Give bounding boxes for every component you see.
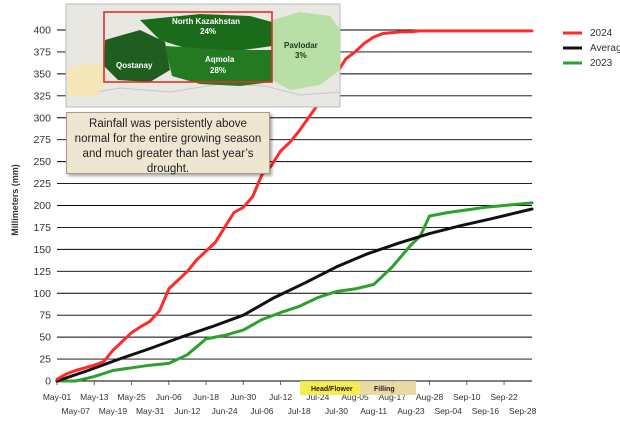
y-tick-label: 0 <box>45 376 51 388</box>
y-axis-label: Millimeters (mm) <box>10 164 20 236</box>
x-tick-label: May-25 <box>117 392 146 402</box>
legend-item-2024: 2024 <box>563 28 613 39</box>
series-line-2024 <box>55 29 534 381</box>
rainfall-note: Rainfall was persistently above normal f… <box>66 112 270 175</box>
x-tick-label: Jun-06 <box>156 392 182 402</box>
x-tick-label: Jul-30 <box>325 406 348 416</box>
x-tick-label: Jul-18 <box>288 406 311 416</box>
y-tick-label: 175 <box>33 222 51 234</box>
series-line-average <box>55 207 534 383</box>
x-tick-label: Sep-22 <box>490 392 518 402</box>
legend-item-2023: 2023 <box>563 58 613 69</box>
map-north-kazakhstan-region <box>140 14 272 52</box>
x-tick-label: Jul-24 <box>306 392 329 402</box>
x-tick-label: Jun-18 <box>193 392 219 402</box>
legend-label-average: Average <box>590 43 620 54</box>
x-tick-label: May-19 <box>99 406 128 416</box>
y-tick-label: 75 <box>39 310 51 322</box>
map-label-aqmola-pct: 28% <box>210 66 226 75</box>
x-tick-label: Jul-12 <box>269 392 292 402</box>
x-tick-label: May-13 <box>80 392 109 402</box>
stage-head-flower-band <box>300 381 360 395</box>
x-tick-label: Sep-04 <box>434 406 462 416</box>
y-tick-label: 375 <box>33 46 51 58</box>
x-tick-label: Sep-28 <box>509 406 537 416</box>
y-tick-label: 200 <box>33 200 51 212</box>
stage-filling-label: Filling <box>374 386 395 393</box>
x-tick-label: Aug-28 <box>416 392 444 402</box>
inset-map: North Kazakhstan 24% Qostanay Aqmola 28%… <box>65 3 341 108</box>
x-axis-ticks: May-01 May-13 May-25 Jun-06 Jun-18 Jun-30 Jul-… <box>43 381 537 416</box>
x-tick-label: Aug-11 <box>360 406 387 416</box>
map-pavlodar-region <box>272 12 340 90</box>
map-label-north-kazakhstan-pct: 24% <box>200 27 216 36</box>
legend-label-2023: 2023 <box>590 58 613 69</box>
legend-label-2024: 2024 <box>590 28 613 39</box>
y-tick-label: 325 <box>33 90 51 102</box>
y-tick-label: 225 <box>33 178 51 190</box>
x-tick-label: Aug-05 <box>341 392 369 402</box>
x-tick-label: Jun-30 <box>230 392 256 402</box>
x-tick-label: Aug-23 <box>397 406 425 416</box>
y-tick-label: 400 <box>33 25 51 37</box>
map-label-pavlodar-pct: 3% <box>295 51 307 60</box>
series-lines <box>55 29 534 383</box>
x-tick-label: Jul-06 <box>250 406 273 416</box>
x-tick-label: May-31 <box>136 406 165 416</box>
stage-filling-band <box>360 381 416 395</box>
legend-item-average: Average <box>563 43 620 54</box>
y-tick-label: 125 <box>33 266 51 278</box>
y-tick-label: 150 <box>33 244 51 256</box>
y-tick-label: 50 <box>39 332 51 344</box>
y-tick-label: 250 <box>33 156 51 168</box>
y-tick-label: 275 <box>33 134 51 146</box>
map-label-pavlodar: Pavlodar <box>284 41 318 50</box>
series-line-2023 <box>55 201 534 383</box>
x-tick-label: May-07 <box>61 406 90 416</box>
x-tick-label: May-01 <box>43 392 72 402</box>
map-highlight-box <box>103 11 273 83</box>
x-tick-label: Sep-10 <box>453 392 481 402</box>
y-tick-label: 350 <box>33 68 51 80</box>
stage-head-flower-label: Head/Flower <box>311 386 353 393</box>
legend: 2024 Average 2023 <box>563 28 620 69</box>
map-label-qostanay: Qostanay <box>116 61 153 70</box>
x-tick-label: Jun-12 <box>174 406 200 416</box>
y-axis-ticks: 0 25 50 75 100 125 150 175 200 225 250 275 300 325 350… <box>33 25 51 388</box>
x-tick-label: Sep-16 <box>472 406 500 416</box>
map-west-light-region <box>68 62 108 96</box>
y-tick-label: 300 <box>33 112 51 124</box>
map-label-aqmola: Aqmola <box>205 55 235 64</box>
map-label-north-kazakhstan: North Kazakhstan <box>172 17 240 26</box>
x-tick-label: Aug-17 <box>379 392 407 402</box>
x-tick-label: Jun-24 <box>212 406 238 416</box>
map-aqmola-region <box>165 46 272 86</box>
y-tick-label: 25 <box>39 354 51 366</box>
y-tick-label: 100 <box>33 288 51 300</box>
map-qostanay-region <box>104 30 170 82</box>
